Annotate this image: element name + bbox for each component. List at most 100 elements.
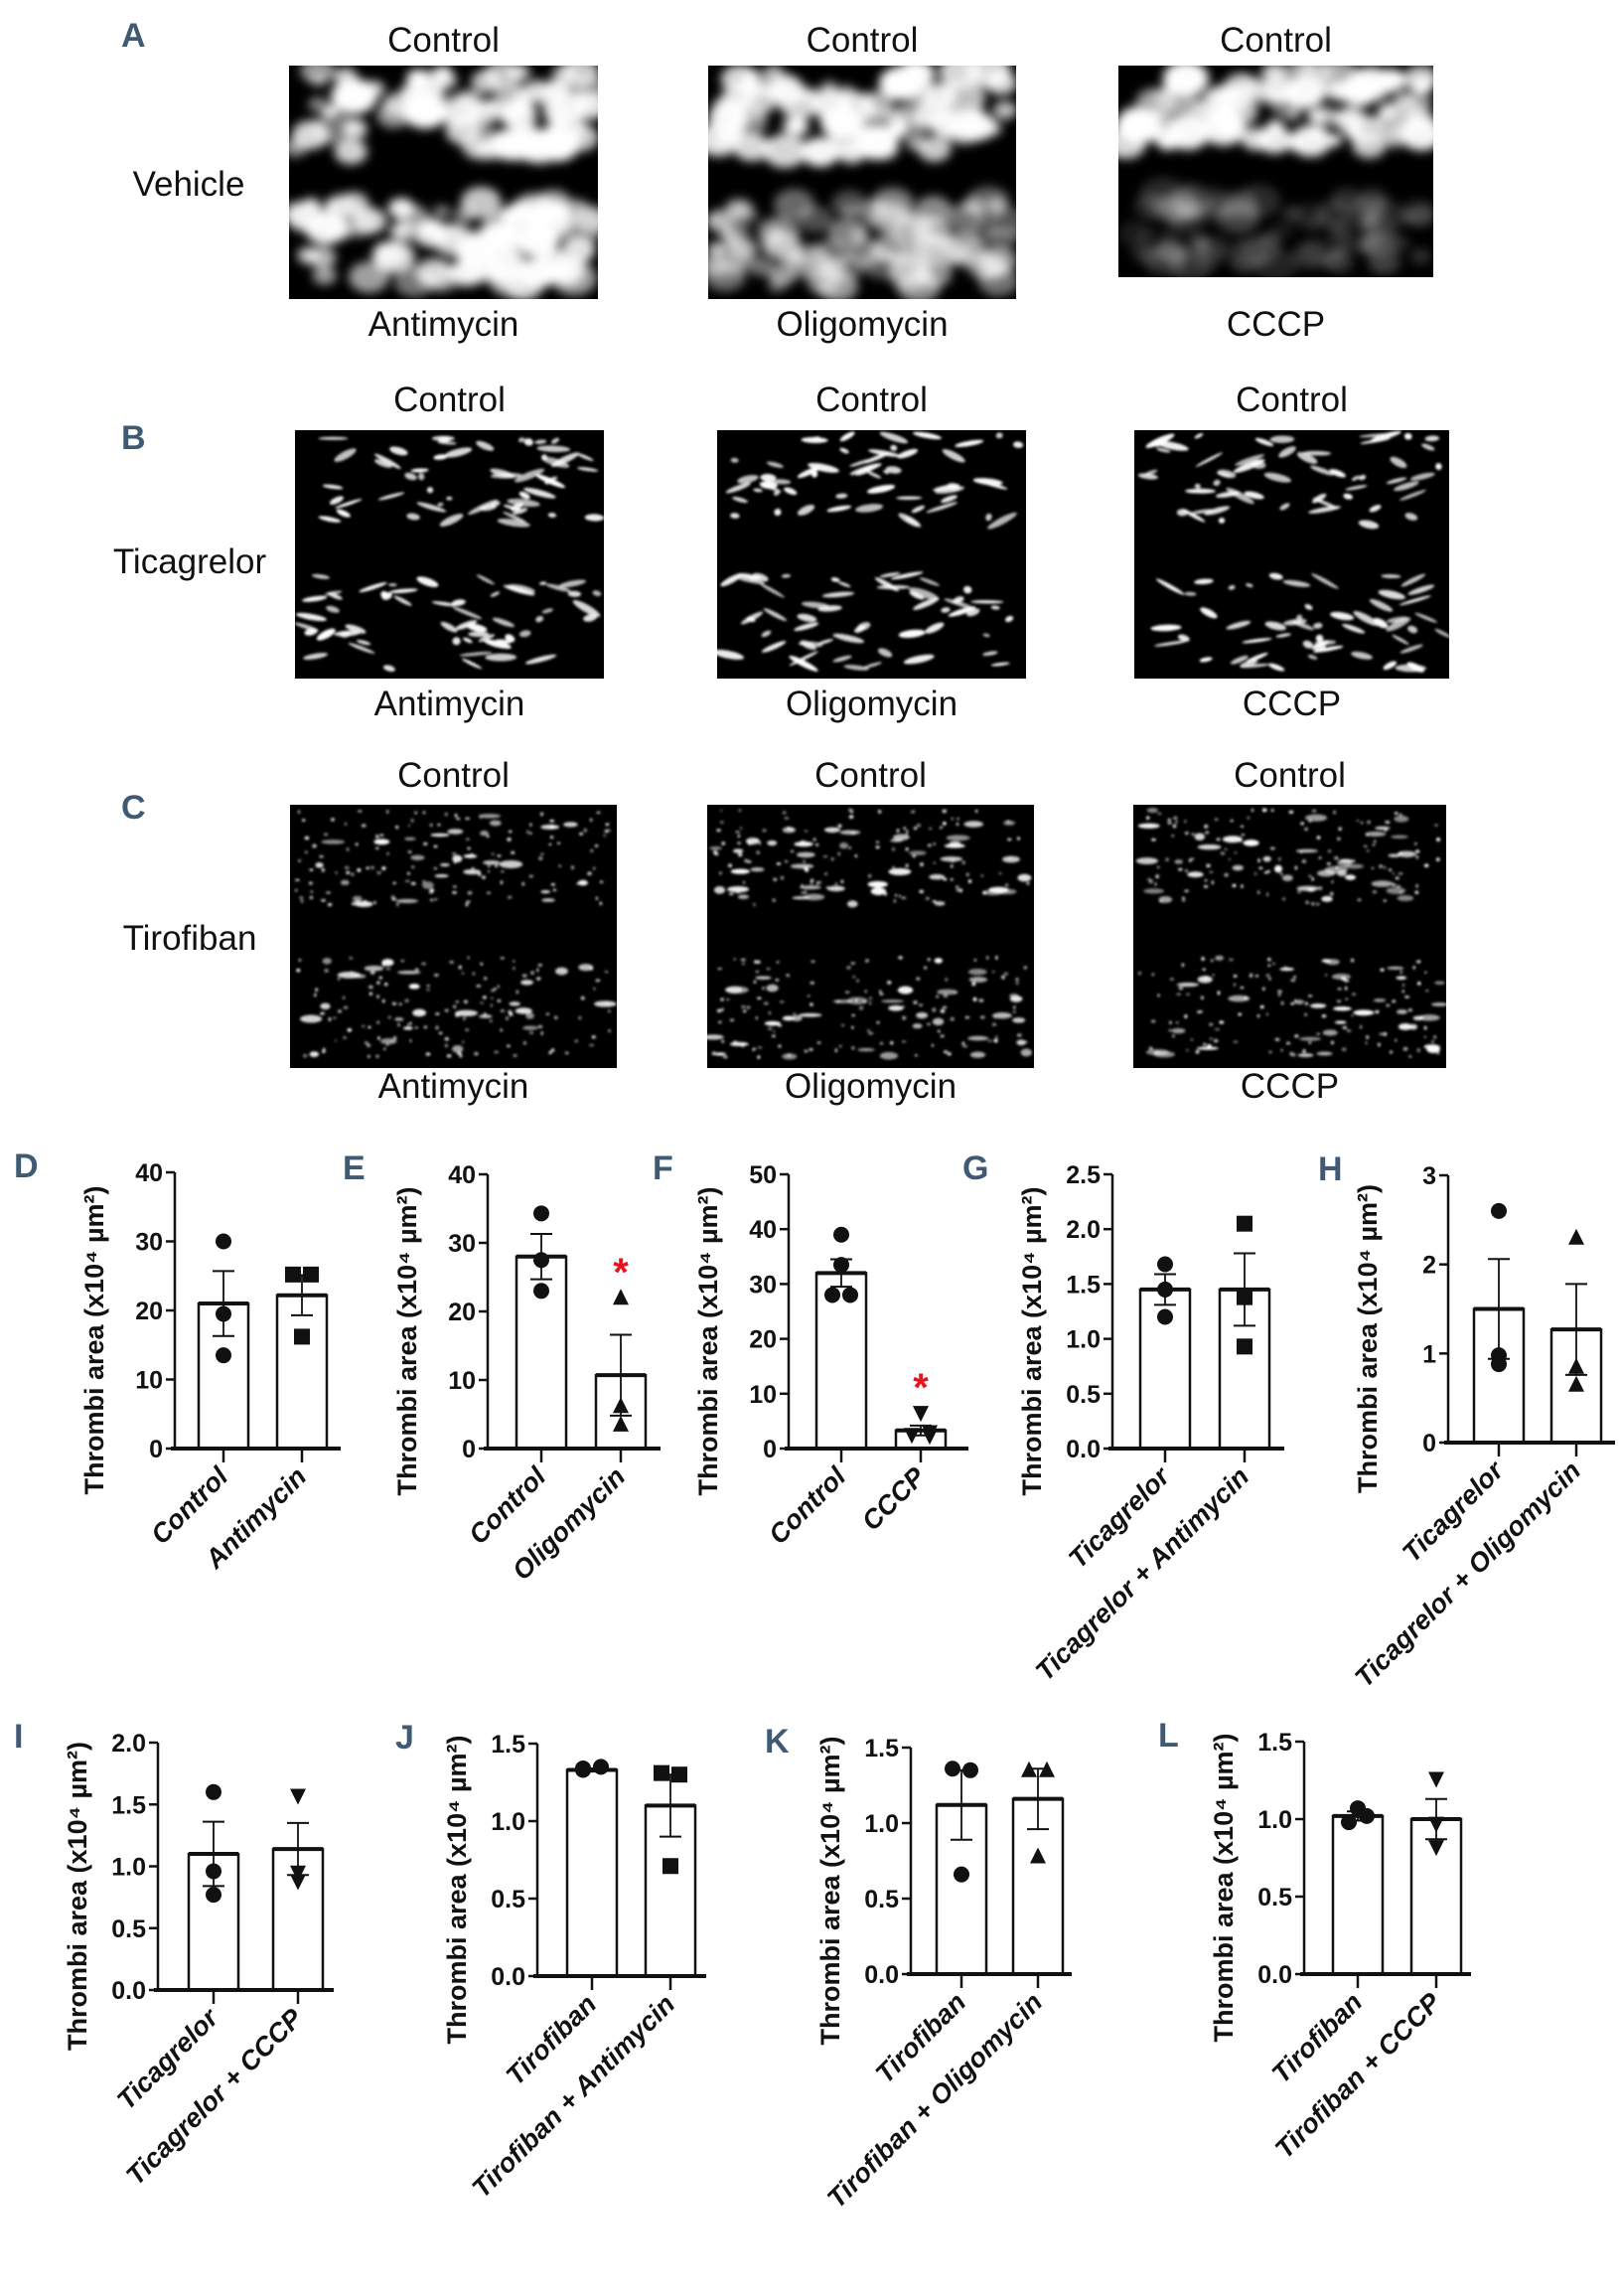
thrombus [957, 817, 959, 821]
thrombus [971, 982, 976, 987]
thrombus [507, 837, 512, 842]
data-point-triangle-up [1039, 1760, 1055, 1777]
thrombi-signal [1117, 177, 1437, 283]
thrombus [727, 863, 732, 867]
thrombus [1326, 862, 1331, 865]
thrombus [414, 811, 418, 815]
thrombus [1012, 1010, 1016, 1013]
thrombus [942, 1005, 948, 1009]
thrombus [931, 1043, 935, 1047]
thrombus [762, 133, 808, 169]
thrombus [766, 461, 784, 468]
thrombus [590, 848, 594, 852]
thrombus [1378, 1044, 1381, 1047]
y-tick-label: 1 [1422, 1340, 1436, 1368]
thrombus [318, 436, 349, 440]
thrombus [705, 209, 736, 232]
thrombus [801, 883, 804, 887]
thrombus [919, 889, 925, 894]
thrombus [969, 1051, 986, 1058]
thrombus [1173, 816, 1178, 821]
thrombus [932, 1017, 945, 1026]
thrombus [1146, 816, 1150, 821]
thrombus [319, 855, 324, 858]
thrombus [1150, 94, 1169, 109]
thrombus [513, 1054, 517, 1057]
thrombus [435, 1012, 440, 1015]
thrombus [1275, 633, 1291, 638]
thrombi-signal [725, 431, 1024, 530]
thrombus [1009, 995, 1023, 1002]
thrombus [987, 1039, 992, 1042]
thrombus [396, 971, 421, 975]
thrombus [596, 811, 601, 815]
thrombus [1386, 617, 1411, 632]
thrombus [571, 91, 609, 120]
thrombus [334, 448, 357, 462]
thrombus [1395, 664, 1427, 673]
thrombus [757, 1046, 763, 1049]
thrombus [1310, 465, 1335, 476]
thrombus [927, 1022, 931, 1026]
thrombus [1268, 572, 1283, 580]
panel-letter: A [121, 17, 146, 55]
thrombus [1280, 1048, 1283, 1052]
thrombus [426, 487, 434, 494]
thrombus [792, 896, 810, 900]
thrombus [422, 811, 426, 815]
thrombus [987, 512, 1017, 530]
panel-letter: K [765, 1723, 790, 1760]
thrombus [764, 1020, 781, 1026]
thrombus [548, 476, 558, 482]
thrombus [1373, 617, 1389, 629]
thrombus [1279, 503, 1290, 511]
data-point-circle [575, 1761, 591, 1778]
thrombus [1226, 620, 1251, 630]
thrombus [466, 838, 470, 841]
thrombus [903, 654, 935, 665]
thrombus [480, 831, 489, 837]
thrombus [577, 879, 588, 886]
thrombus [1308, 1041, 1312, 1044]
thrombus [905, 517, 920, 526]
thrombus [398, 1002, 402, 1006]
thrombus [1433, 1034, 1437, 1039]
y-tick-label: 1.0 [1257, 1806, 1292, 1834]
y-tick-label: 1.5 [491, 1731, 525, 1759]
thrombus [730, 513, 740, 519]
thrombus [888, 1004, 904, 1011]
thrombus [1138, 971, 1141, 976]
data-point-triangle-down [913, 1406, 929, 1423]
thrombus [1316, 836, 1321, 840]
thrombus [956, 822, 959, 827]
thrombi-signal [696, 54, 1018, 169]
thrombus [898, 956, 903, 960]
thrombus [912, 1023, 923, 1029]
thrombus [463, 853, 478, 858]
y-tick-label: 0.5 [491, 1886, 525, 1913]
thrombus [1218, 518, 1226, 524]
thrombus [1194, 433, 1204, 439]
thrombus [733, 958, 736, 961]
thrombus [941, 495, 957, 504]
thrombus [950, 877, 954, 881]
thrombus [777, 1024, 783, 1027]
thrombus [366, 1043, 371, 1047]
data-point-triangle-up [613, 1289, 629, 1305]
thrombus [444, 1036, 450, 1041]
thrombus [1435, 463, 1442, 471]
thrombus [794, 622, 819, 632]
thrombus [500, 880, 504, 885]
thrombus [932, 1007, 937, 1012]
thrombus [1244, 491, 1264, 500]
thrombus [1357, 898, 1362, 902]
thrombus [826, 505, 852, 513]
thrombus [1333, 810, 1337, 815]
thrombus [894, 893, 898, 897]
thrombus [1308, 995, 1313, 997]
thrombus [299, 1014, 323, 1023]
thrombus [329, 496, 344, 505]
thrombus [909, 591, 925, 600]
thrombus [1345, 874, 1357, 880]
y-tick-label: 0 [763, 1436, 777, 1463]
